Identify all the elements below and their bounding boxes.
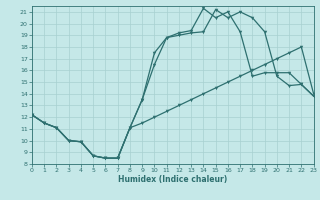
X-axis label: Humidex (Indice chaleur): Humidex (Indice chaleur) [118, 175, 228, 184]
